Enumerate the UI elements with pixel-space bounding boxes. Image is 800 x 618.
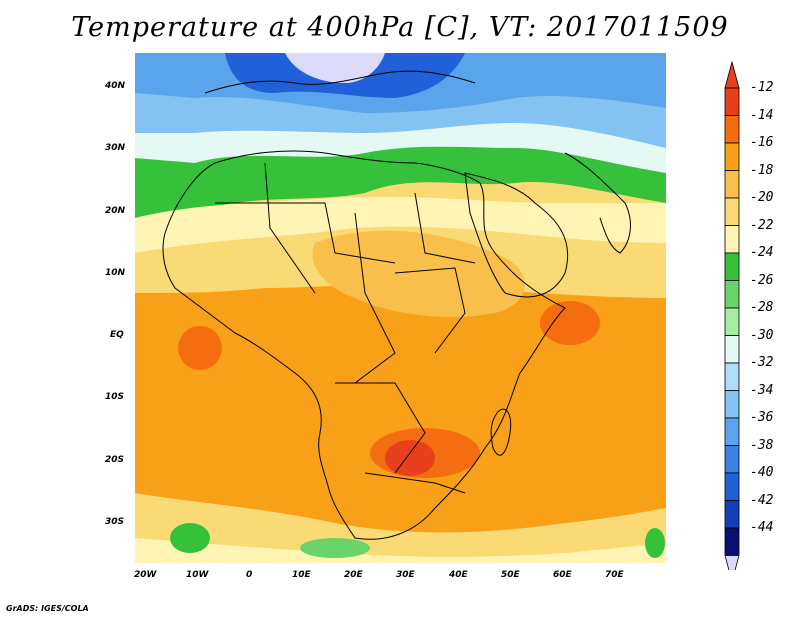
temperature-field-map	[135, 53, 666, 563]
green-patch-s	[300, 538, 370, 558]
lon-label: 20W	[134, 570, 157, 580]
colorbar-segment	[724, 390, 740, 419]
colorbar-label: -28	[750, 300, 774, 315]
chart-title: Temperature at 400hPa [C], VT: 201701150…	[71, 12, 729, 43]
lat-label: 20N	[105, 206, 126, 216]
lon-label: 10W	[186, 570, 209, 580]
colorbar-label: -42	[750, 492, 774, 508]
colorbar-label: -44	[750, 520, 774, 535]
colorbar-segment	[724, 252, 740, 281]
colorbar-segment	[724, 500, 740, 529]
lon-label: 40E	[449, 570, 468, 580]
colorbar-label: -26	[750, 272, 774, 288]
green-patch-sw	[170, 523, 210, 553]
colorbar-segment	[724, 225, 740, 254]
colorbar	[724, 60, 740, 570]
lat-label: 20S	[105, 455, 125, 465]
lon-label: 70E	[605, 570, 624, 580]
border-3	[354, 212, 396, 384]
lon-label: 20E	[344, 570, 363, 580]
colorbar-segment	[724, 362, 740, 391]
colorbar-label: -22	[750, 217, 774, 233]
colorbar-segment	[724, 417, 740, 446]
hot-patch-east	[540, 301, 600, 345]
cold-core	[285, 53, 385, 83]
colorbar-label: -38	[750, 437, 774, 453]
colorbar-segment	[724, 170, 740, 199]
colorbar-segment	[724, 472, 740, 501]
lon-label: 10E	[292, 570, 311, 580]
colorbar-label: -30	[750, 327, 774, 343]
lon-label: 30E	[396, 570, 415, 580]
india-outline	[564, 152, 631, 254]
arabia-outline	[464, 172, 569, 298]
colorbar-segment	[724, 197, 740, 226]
colorbar-segment	[724, 142, 740, 171]
colorbar-top-arrow	[724, 60, 740, 89]
colorbar-label: -14	[750, 107, 774, 123]
madagascar-outline	[490, 408, 512, 456]
lon-label: 50E	[501, 570, 520, 580]
europe-coast	[204, 70, 476, 94]
colorbar-label: -40	[750, 465, 774, 480]
band-warm	[312, 230, 525, 318]
map-plot-area	[135, 53, 666, 563]
border-6	[364, 472, 466, 494]
green-patch-se	[645, 528, 665, 558]
hottest-patch	[385, 440, 435, 476]
border-1	[215, 202, 396, 264]
colorbar-segment	[724, 115, 740, 144]
africa-outline	[162, 150, 566, 540]
lon-label: 60E	[553, 570, 572, 580]
colorbar-label: -12	[750, 80, 774, 95]
lat-label: 30N	[105, 143, 126, 153]
border-2	[264, 162, 316, 294]
lat-label: EQ	[110, 330, 124, 340]
lat-label: 10N	[105, 268, 126, 278]
colorbar-bottom-arrow	[724, 555, 740, 570]
border-5	[335, 382, 426, 474]
colorbar-label: -16	[750, 135, 774, 150]
coastlines	[162, 70, 631, 540]
colorbar-segment	[724, 445, 740, 474]
colorbar-segment	[724, 527, 740, 556]
lat-label: 30S	[105, 517, 125, 527]
lat-label: 40N	[105, 81, 126, 91]
colorbar-label: -36	[750, 410, 774, 425]
lat-label: 10S	[105, 392, 125, 402]
colorbar-segment	[724, 307, 740, 336]
colorbar-label: -20	[750, 190, 774, 205]
colorbar-segment	[724, 280, 740, 309]
band-south-mild	[135, 493, 666, 563]
colorbar-label: -24	[750, 245, 774, 260]
colorbar-label: -34	[750, 382, 774, 398]
border-7	[414, 192, 476, 264]
colorbar-label: -18	[750, 162, 774, 178]
colorbar-label: -32	[750, 355, 774, 370]
band-south-cool	[135, 538, 666, 563]
lon-label: 0	[246, 570, 253, 580]
colorbar-segment	[724, 87, 740, 116]
credit-text: GrADS: IGES/COLA	[6, 604, 89, 613]
hot-patch-west	[178, 326, 222, 370]
colorbar-segment	[724, 335, 740, 364]
border-4	[394, 267, 466, 354]
